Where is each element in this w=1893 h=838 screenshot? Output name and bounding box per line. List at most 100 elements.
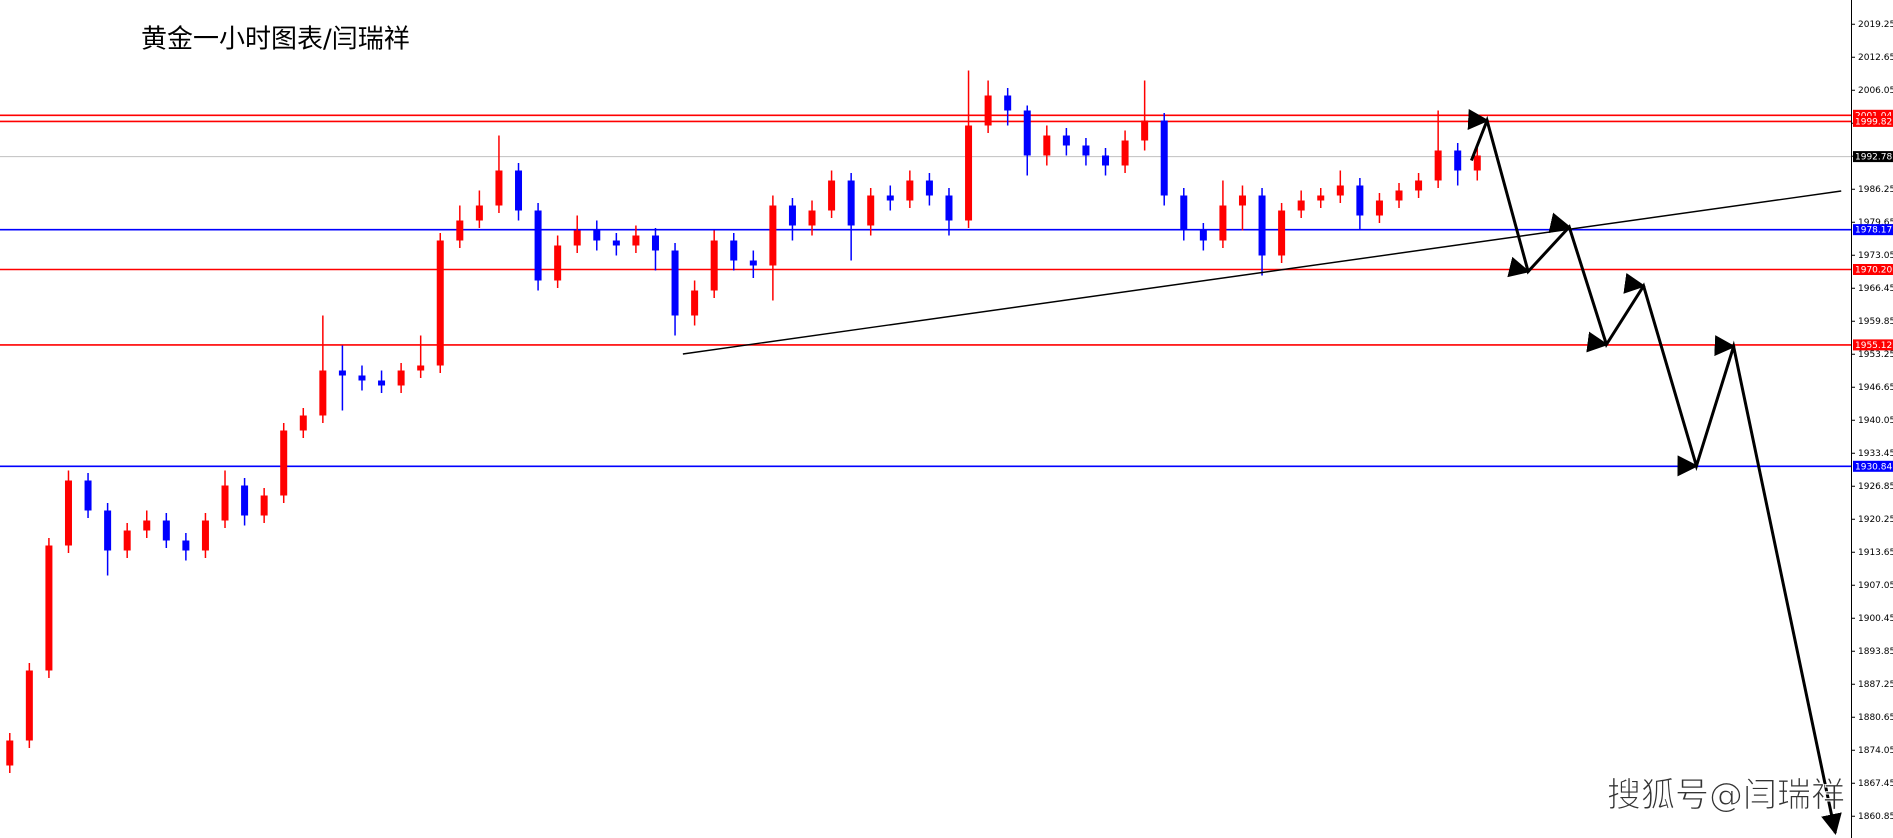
candle-body <box>1336 185 1344 196</box>
y-tick-label: 1880.65 <box>1858 713 1893 723</box>
y-tick-label: 2006.05 <box>1858 86 1893 96</box>
candle-body <box>1023 110 1031 156</box>
candle-body <box>730 240 738 261</box>
level-label: 1978.17 <box>1855 226 1892 236</box>
y-tick-label: 1860.85 <box>1858 812 1893 822</box>
candle-body <box>221 485 229 521</box>
candle-body <box>1141 120 1149 141</box>
candle-body <box>280 430 288 496</box>
candle-body <box>828 180 836 211</box>
candle-body <box>554 245 562 281</box>
candle-body <box>965 125 973 221</box>
y-tick-label: 1907.05 <box>1858 581 1893 591</box>
candle-body <box>593 230 601 241</box>
candle-body <box>1121 140 1129 166</box>
y-tick-label: 1913.65 <box>1858 548 1893 558</box>
candle-body <box>788 205 796 226</box>
level-label-box <box>1853 224 1893 236</box>
candle-body <box>867 195 875 226</box>
candle-body <box>984 95 992 126</box>
watermark: 搜狐号@闫瑞祥 <box>1607 776 1845 816</box>
candle-body <box>651 235 659 251</box>
candle-body <box>573 230 581 246</box>
level-label-box <box>1853 109 1893 121</box>
candle-body <box>436 240 444 366</box>
candle-body <box>64 480 72 546</box>
candle-body <box>162 520 170 541</box>
y-tick-label: 1920.25 <box>1858 515 1893 525</box>
level-label-box <box>1853 460 1893 472</box>
y-tick-label: 1953.25 <box>1858 350 1893 360</box>
candle-body <box>1317 195 1325 201</box>
candle-body <box>808 210 816 226</box>
candle-body <box>319 370 327 416</box>
candle-body <box>104 510 112 551</box>
candle-body <box>1160 120 1168 196</box>
candle-body <box>456 220 464 241</box>
y-tick-label: 1933.45 <box>1858 449 1893 459</box>
candle-body <box>475 205 483 221</box>
y-tick-label: 1979.65 <box>1858 218 1893 228</box>
candle-body <box>123 530 131 551</box>
candle-body <box>1434 150 1442 181</box>
candle-body <box>1278 210 1286 256</box>
y-tick-label: 1867.45 <box>1858 779 1893 789</box>
projection-path <box>1467 109 1842 836</box>
y-tick-label: 2019.25 <box>1858 20 1893 30</box>
y-tick-label: 1926.85 <box>1858 482 1893 492</box>
y-tick-label: 1966.45 <box>1858 284 1893 294</box>
candle-body <box>338 370 346 376</box>
candle-body <box>1297 200 1305 211</box>
y-tick-label: 1986.25 <box>1858 185 1893 195</box>
candle-body <box>1238 195 1246 206</box>
candle-body <box>1199 230 1207 241</box>
candle-body <box>182 540 190 551</box>
candle-body <box>671 250 679 316</box>
level-label: 1930.84 <box>1855 462 1892 472</box>
candle-body <box>1395 190 1403 201</box>
candle-body <box>358 375 366 381</box>
level-label: 1992.78 <box>1855 153 1892 163</box>
candle-body <box>1062 135 1070 146</box>
candle-body <box>1356 185 1364 216</box>
candle-body <box>6 740 14 766</box>
candle-body <box>1219 205 1227 241</box>
candle-body <box>612 240 620 246</box>
chart-title: 黄金一小时图表/闫瑞祥 <box>141 25 410 55</box>
candle-body <box>241 485 249 516</box>
candle-body <box>886 195 894 201</box>
level-label: 1999.82 <box>1855 117 1892 127</box>
y-tick-label: 2012.65 <box>1858 53 1893 63</box>
candle-body <box>201 520 209 551</box>
candle-body <box>749 260 757 266</box>
level-label: 1955.12 <box>1855 341 1892 351</box>
candle-body <box>84 480 92 511</box>
candle-body <box>1415 180 1423 191</box>
candle-body <box>45 545 53 671</box>
candle-body <box>1258 195 1266 256</box>
plot-area <box>0 70 1851 836</box>
candle-body <box>417 365 425 371</box>
candle-body <box>1454 150 1462 171</box>
y-tick-label: 1887.25 <box>1858 680 1893 690</box>
candle-body <box>945 195 953 221</box>
level-label-box <box>1853 115 1893 127</box>
candle-body <box>710 240 718 291</box>
y-tick-label: 1946.65 <box>1858 383 1893 393</box>
candle-body <box>906 180 914 201</box>
candle-body <box>143 520 151 531</box>
candle-body <box>769 205 777 266</box>
candle-body <box>1004 95 1012 111</box>
candle-body <box>495 170 503 206</box>
level-label-box <box>1853 151 1893 163</box>
candle-body <box>515 170 523 211</box>
candle-body <box>1082 145 1090 156</box>
candle-body <box>299 415 307 431</box>
candle-body <box>925 180 933 196</box>
y-tick-label: 1874.05 <box>1858 746 1893 756</box>
y-tick-label: 1893.85 <box>1858 647 1893 657</box>
candle-body <box>632 235 640 246</box>
candle-body <box>397 370 405 386</box>
